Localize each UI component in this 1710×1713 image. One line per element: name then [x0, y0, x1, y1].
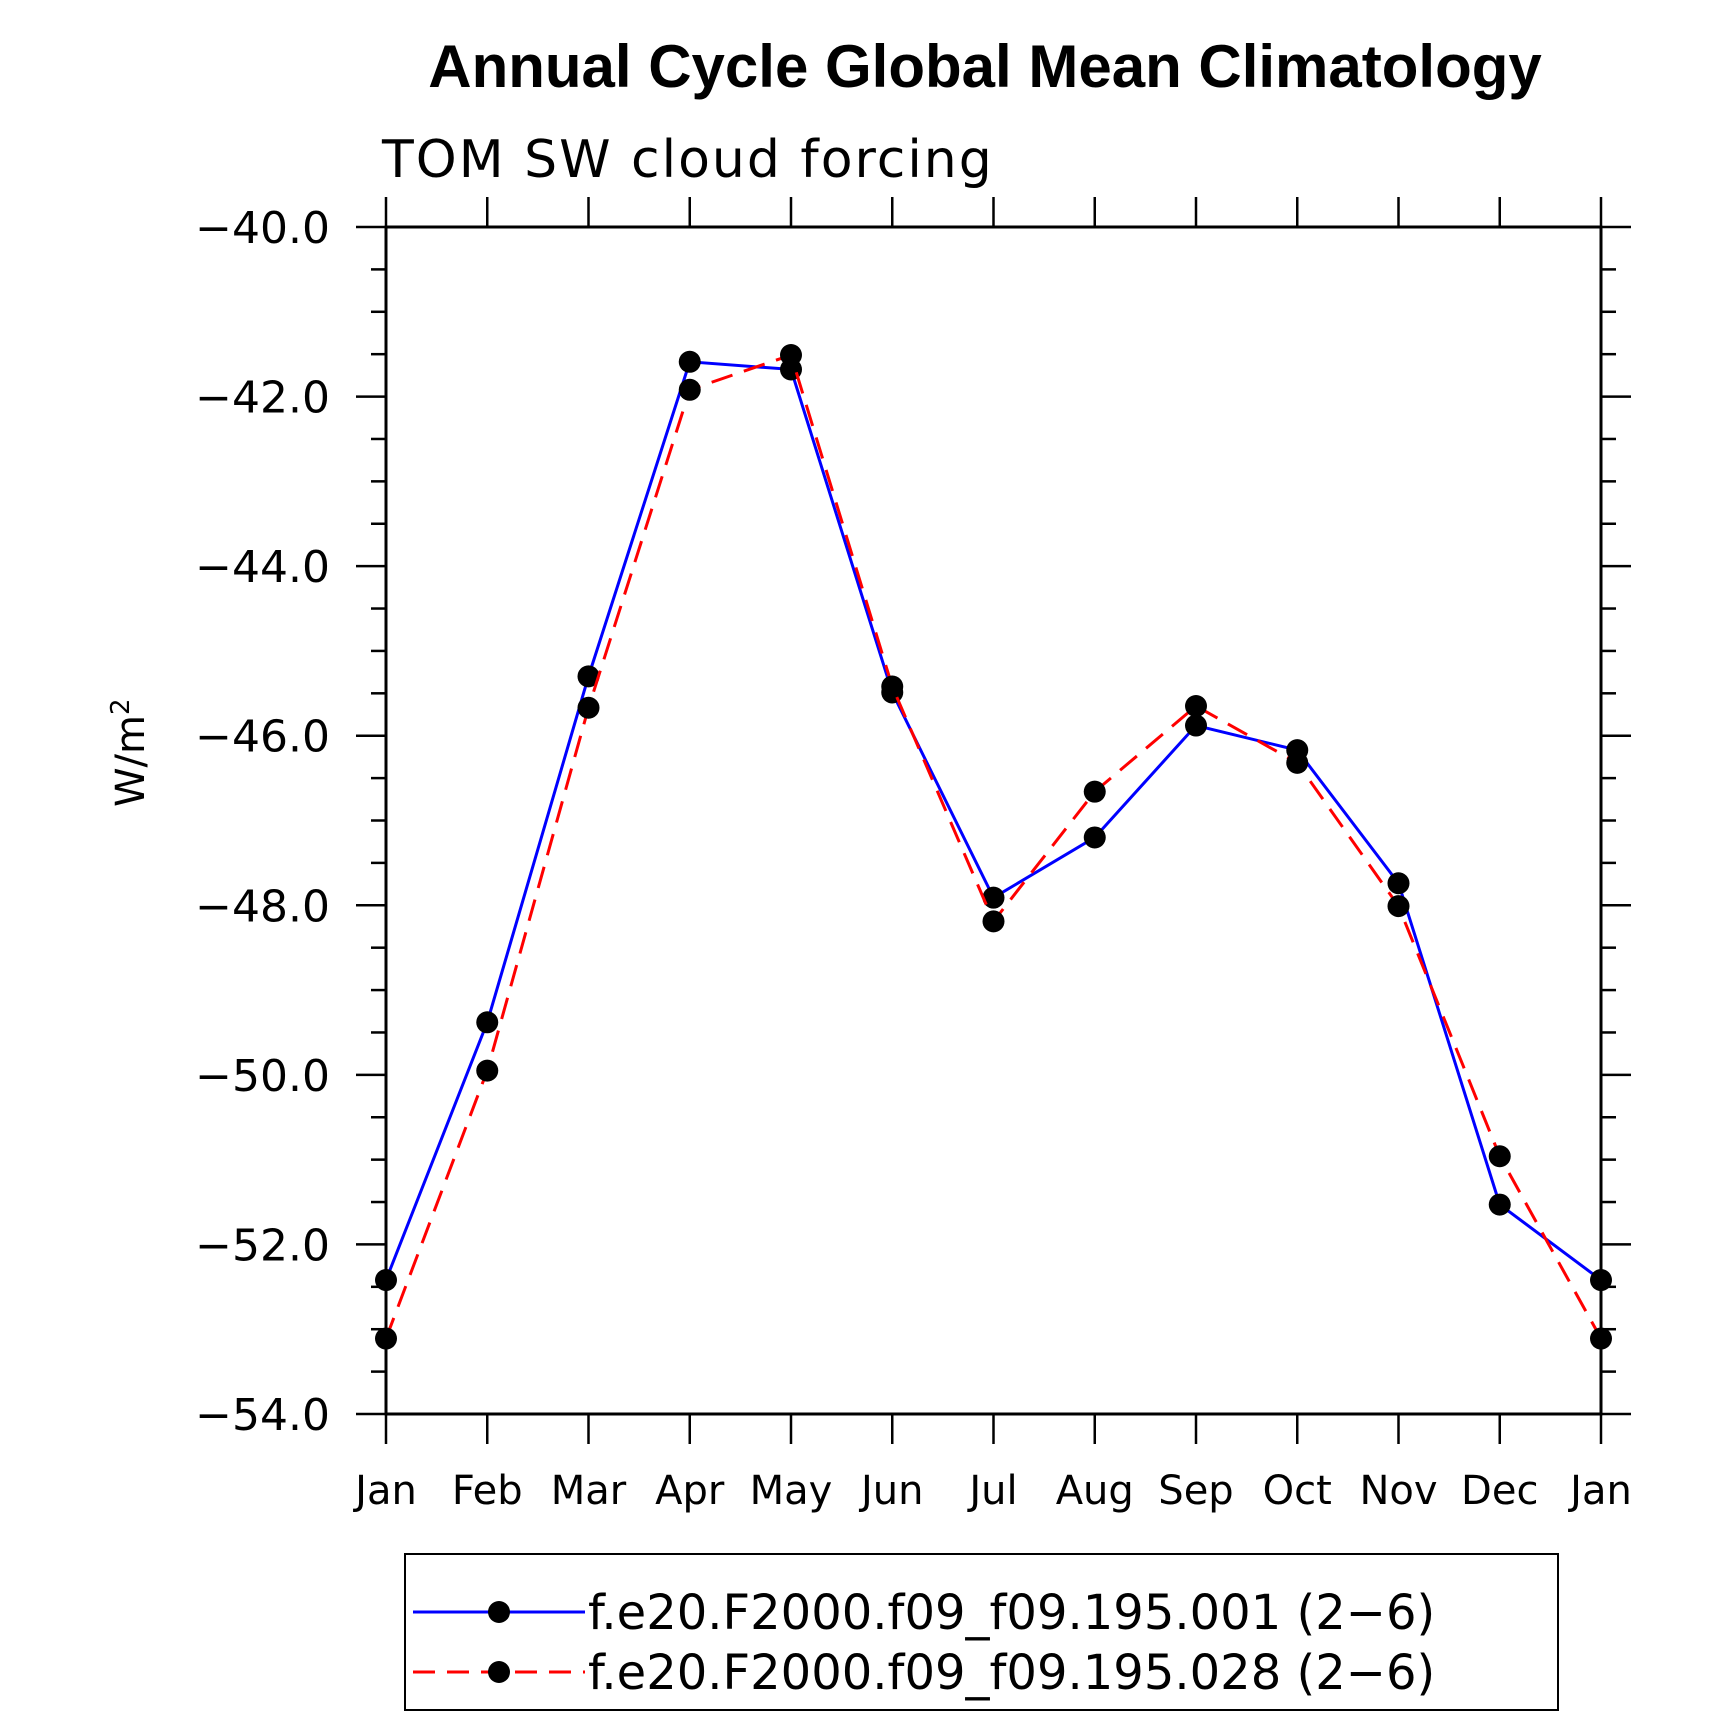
- series-2-point: [1488, 1145, 1511, 1168]
- series-1-point: [678, 350, 701, 373]
- y-tick-label: −40.0: [195, 203, 330, 254]
- plot-frame: [384, 225, 1603, 1416]
- legend: f.e20.F2000.f09_f09.195.001 (2−6)f.e20.F…: [404, 1553, 1559, 1711]
- series-1: [375, 350, 1612, 1292]
- series-2-point: [577, 696, 600, 719]
- legend-label-1: f.e20.F2000.f09_f09.195.001 (2−6): [588, 1585, 1435, 1641]
- x-tick-label: Oct: [1263, 1468, 1332, 1514]
- y-axis-ticks: −40.0 −42.0 −44.0 −46.0 −48.0 −50.0 −52.0 −54.0: [195, 203, 1631, 1441]
- series-2-line: [384, 353, 1603, 1340]
- y-tick-label: −44.0: [195, 542, 330, 593]
- series-1-point: [982, 886, 1005, 909]
- y-axis-label: W/m2: [106, 698, 154, 807]
- series-2: [375, 344, 1612, 1350]
- legend-marker-1: [488, 1601, 510, 1623]
- series-1-point: [577, 665, 600, 688]
- chart-subtitle: TOM SW cloud forcing: [381, 130, 994, 190]
- series-2-point: [1590, 1327, 1612, 1350]
- series-1-point: [1387, 872, 1410, 895]
- series-2-point: [1185, 695, 1207, 718]
- series-2-point: [982, 910, 1005, 933]
- x-tick-label: Jun: [858, 1468, 924, 1514]
- x-tick-label: Dec: [1461, 1468, 1538, 1514]
- x-tick-label: Mar: [551, 1468, 627, 1514]
- y-axis-label-unit: W/m: [108, 715, 154, 807]
- x-tick-label: Jan: [352, 1468, 417, 1514]
- series-layer: [375, 344, 1612, 1350]
- x-tick-label: Feb: [452, 1468, 523, 1514]
- series-1-point: [1185, 714, 1207, 737]
- series-2-point: [1083, 780, 1106, 803]
- series-2-point: [881, 675, 904, 698]
- x-tick-label: May: [750, 1468, 833, 1514]
- x-tick-label: Nov: [1359, 1468, 1437, 1514]
- x-tick-label: Apr: [655, 1468, 725, 1514]
- x-tick-label: Aug: [1056, 1468, 1134, 1514]
- x-tick-label: Jan: [1567, 1468, 1632, 1514]
- y-tick-label: −42.0: [195, 373, 330, 424]
- series-1-point: [1083, 826, 1106, 849]
- y-tick-label: −54.0: [195, 1390, 330, 1441]
- series-1-point: [375, 1269, 397, 1292]
- x-tick-label: Jul: [966, 1468, 1017, 1514]
- y-tick-label: −48.0: [195, 881, 330, 932]
- x-tick-label: Sep: [1158, 1468, 1233, 1514]
- series-1-point: [1590, 1269, 1612, 1292]
- series-1-point: [1488, 1193, 1511, 1216]
- series-2-point: [476, 1059, 499, 1082]
- series-1-line: [384, 360, 1602, 1282]
- y-tick-label: −46.0: [195, 712, 330, 763]
- legend-box: [404, 1553, 1559, 1711]
- y-axis-label-superscript: 2: [106, 698, 136, 715]
- series-1-point: [476, 1011, 499, 1034]
- x-axis-ticks: Jan Feb Mar Apr May Jun Jul Aug Sep Oct Nov Dec Jan: [352, 197, 1632, 1514]
- series-2-point: [780, 344, 802, 367]
- series-2-point: [375, 1327, 397, 1350]
- legend-marker-2: [488, 1661, 510, 1683]
- y-tick-label: −50.0: [195, 1051, 330, 1102]
- plot-axes: [384, 225, 1603, 1416]
- series-2-point: [1387, 895, 1410, 918]
- series-2-point: [1286, 751, 1309, 774]
- y-tick-label: −52.0: [195, 1220, 330, 1271]
- series-2-point: [678, 378, 701, 401]
- chart-title: Annual Cycle Global Mean Climatology: [428, 33, 1542, 100]
- legend-label-2: f.e20.F2000.f09_f09.195.028 (2−6): [588, 1645, 1435, 1701]
